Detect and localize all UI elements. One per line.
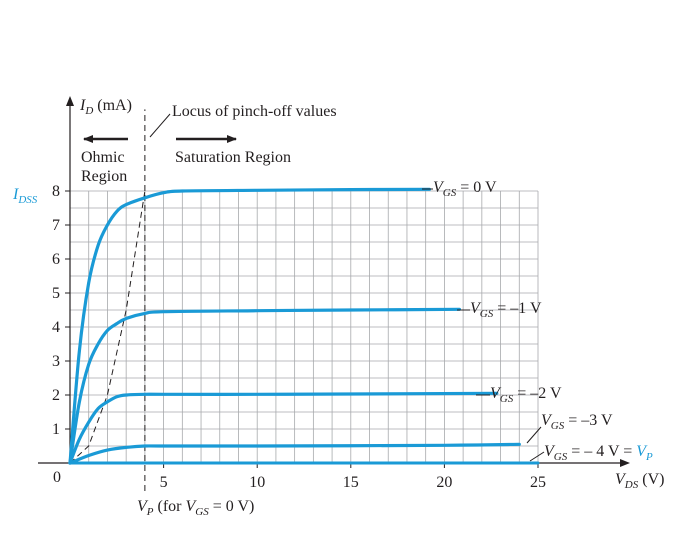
x-axis-title: VDS (V) (615, 471, 664, 491)
curve-vgs-3 (68, 442, 521, 465)
y-tick-label: 8 (52, 183, 60, 200)
grid (70, 190, 539, 463)
series-label: VGS = 0 V (433, 179, 497, 199)
y-tick-label: 2 (52, 387, 60, 404)
y-axis-arrow (66, 96, 74, 106)
series-label-leader (529, 451, 545, 462)
curve-vgs-1 (68, 307, 461, 465)
series-label-leader (526, 426, 542, 444)
locus-annotation: Locus of pinch-off values (172, 103, 337, 120)
y-tick-label: 4 (52, 319, 60, 336)
curves (68, 187, 540, 465)
y-axis-title: ID (mA) (79, 97, 132, 117)
series-label: VGS = –3 V (541, 412, 613, 432)
origin-label: 0 (53, 469, 61, 486)
vp-annotation: VP (for VGS = 0 V) (137, 498, 254, 518)
y-tick-label: 6 (52, 251, 60, 268)
x-tick-label: 20 (436, 474, 452, 491)
saturation-label: Saturation Region (175, 149, 291, 166)
x-tick-label: 10 (249, 474, 265, 491)
tick-labels: 5 10 15 20 25 1 2 3 4 5 6 7 8 (52, 183, 546, 491)
y-tick-label: 3 (52, 353, 60, 370)
series-label: VGS = –1 V (470, 300, 542, 320)
x-axis-arrow (620, 459, 630, 467)
labels: VGS = 0 V VGS = –1 V VGS = –2 V VGS = –3 V V… (422, 179, 653, 463)
series-label: VGS = –2 V (490, 385, 562, 405)
y-tick-label: 5 (52, 285, 60, 302)
curve-vgs-2 (68, 391, 499, 465)
ohmic-label-line2: Region (81, 168, 127, 185)
y-tick-label: 7 (52, 217, 60, 234)
x-tick-label: 15 (343, 474, 359, 491)
series-label: VGS = – 4 V = VP (544, 443, 653, 463)
locus-leader-line (149, 113, 171, 138)
ohmic-label-line1: Ohmic (81, 149, 125, 166)
x-tick-label: 25 (530, 474, 546, 491)
x-tick-label: 5 (160, 474, 168, 491)
curve-vgs-0 (68, 187, 431, 465)
y-tick-label: 1 (52, 421, 60, 438)
idss-label: IDSS (12, 186, 38, 206)
